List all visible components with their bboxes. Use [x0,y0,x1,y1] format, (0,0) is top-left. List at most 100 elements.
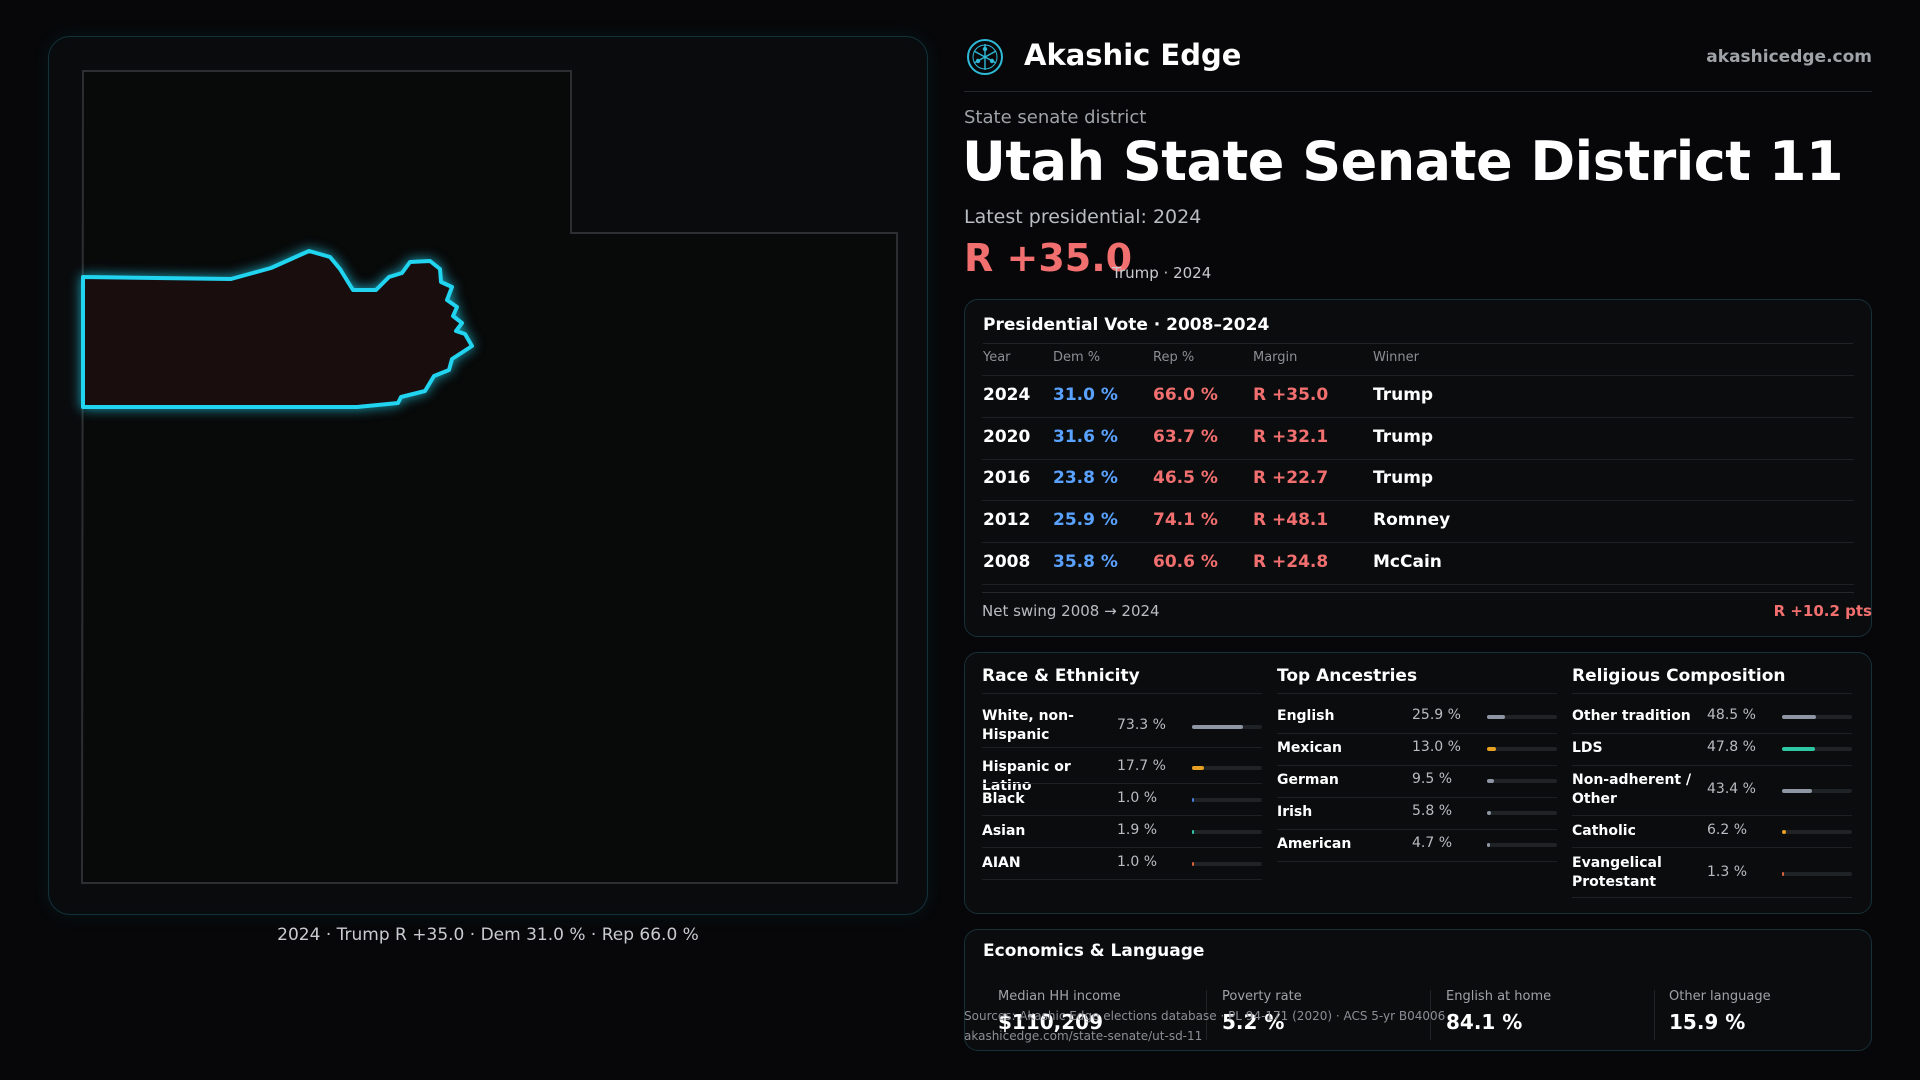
religion-bar [1782,872,1852,876]
row-margin: R +48.1 [1253,510,1329,530]
map-caption: 2024 · Trump R +35.0 · Dem 31.0 % · Rep … [277,925,699,945]
divider [982,592,1854,593]
stat-median-income-label: Median HH income [998,989,1121,1004]
utah-state-outline [80,70,898,884]
race-label: Black [982,791,1025,807]
site-link[interactable]: akashicedge.com [1706,47,1872,67]
ancestry-value: 9.5 % [1412,771,1453,787]
divider [982,847,1262,848]
latest-presidential: Latest presidential: 2024 [964,206,1202,228]
religion-value: 48.5 % [1707,707,1756,723]
race-bar [1192,862,1262,866]
net-swing-label: Net swing 2008 → 2024 [982,602,1160,620]
stat-other-language-value: 15.9 % [1669,1010,1746,1034]
race-value: 1.0 % [1117,790,1158,806]
ancestry-bar [1487,715,1557,719]
race-bar-fill [1192,798,1194,802]
race-label: Hispanic or Latino [982,759,1071,794]
religion-bar-fill [1782,715,1816,719]
ancestry-bar-fill [1487,715,1506,719]
race-ethnicity-title: Race & Ethnicity [982,666,1140,686]
brand-name[interactable]: Akashic Edge [1024,38,1242,72]
race-bar [1192,798,1262,802]
race-value: 1.0 % [1117,854,1158,870]
row-dem: 31.6 % [1053,427,1118,447]
source-url[interactable]: akashicedge.com/state-senate/ut-sd-11 [964,1029,1203,1043]
religion-bar [1782,715,1852,719]
page-title: Utah State Senate District 11 [962,130,1844,193]
row-winner: Trump [1373,385,1434,405]
divider [983,343,1853,344]
religion-value: 43.4 % [1707,781,1756,797]
source-note: Sources: Akashic Edge elections database… [964,1006,1445,1046]
ancestry-label: Mexican [1277,740,1342,756]
religious-composition-title: Religious Composition [1572,666,1786,686]
divider [982,375,1854,376]
col-header-margin: Margin [1253,350,1298,365]
presidential-vote-card: Presidential Vote · 2008–2024 [964,299,1872,637]
district-map[interactable] [49,37,929,916]
race-bar-fill [1192,766,1205,770]
row-winner: McCain [1373,552,1442,572]
religion-bar [1782,789,1852,793]
race-bar [1192,766,1262,770]
divider [982,542,1854,543]
stat-other-language-label: Other language [1669,989,1771,1004]
stat-poverty-value: 5.2 % [1222,1010,1285,1034]
divider [1277,797,1557,798]
ancestry-label: Irish [1277,804,1313,820]
ancestry-bar [1487,811,1557,815]
row-dem: 35.8 % [1053,552,1118,572]
top-ancestries-title: Top Ancestries [1277,666,1418,686]
divider [982,783,1262,784]
row-winner: Trump [1373,427,1434,447]
row-year: 2012 [983,510,1031,530]
compass-network-logo-icon[interactable] [966,38,1004,76]
divider [1572,693,1852,694]
row-margin: R +35.0 [1253,385,1329,405]
divider [1572,815,1852,816]
stat-english-label: English at home [1446,989,1552,1004]
race-bar-fill [1192,830,1194,834]
religion-label: Other tradition [1572,708,1691,724]
divider [1654,990,1655,1040]
ancestry-value: 25.9 % [1412,707,1461,723]
divider [982,584,1854,585]
divider [982,879,1262,880]
divider [1277,861,1557,862]
divider [1572,733,1852,734]
religion-bar-fill [1782,872,1784,876]
ancestry-bar [1487,779,1557,783]
col-header-winner: Winner [1373,350,1420,365]
row-margin: R +24.8 [1253,552,1329,572]
stat-poverty-label: Poverty rate [1222,989,1302,1004]
map-panel[interactable] [48,36,928,915]
religion-bar-fill [1782,789,1813,793]
religion-value: 47.8 % [1707,739,1756,755]
district-kicker: State senate district [964,107,1147,128]
religion-label: LDS [1572,740,1603,756]
row-year: 2016 [983,468,1031,488]
race-label: White, non-Hispanic [982,708,1074,743]
ancestry-value: 13.0 % [1412,739,1461,755]
stat-median-income-value: $110,209 [998,1010,1104,1034]
race-bar [1192,725,1262,729]
ancestry-bar-fill [1487,779,1494,783]
ancestry-value: 5.8 % [1412,803,1453,819]
row-margin: R +32.1 [1253,427,1329,447]
divider [1572,765,1852,766]
divider [1277,829,1557,830]
religion-value: 6.2 % [1707,822,1748,838]
net-swing-value: R +10.2 pts [1773,602,1872,620]
religion-bar [1782,747,1852,751]
ancestry-bar-fill [1487,747,1497,751]
row-rep: 66.0 % [1153,385,1218,405]
divider [982,747,1262,748]
ancestry-label: American [1277,836,1352,852]
religion-label: Catholic [1572,823,1636,839]
district-shape[interactable] [81,249,474,409]
race-label: Asian [982,823,1026,839]
presidential-vote-title: Presidential Vote · 2008–2024 [983,315,1270,335]
race-label: AIAN [982,855,1021,871]
economics-card: Economics & Language [964,929,1872,1051]
